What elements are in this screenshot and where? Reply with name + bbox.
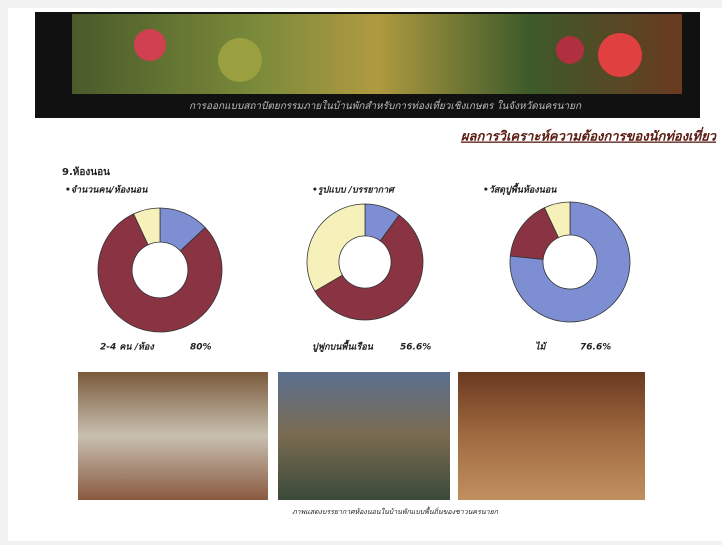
summary-value: 76.6% <box>580 343 611 353</box>
donut-slice <box>509 201 631 323</box>
summary-label: ไม้ <box>535 341 547 353</box>
donut-slice <box>97 213 223 333</box>
chart-title: •จำนวนคน/ห้องนอน <box>65 185 148 196</box>
chart-title: •รูปแบบ /บรรยากาศ <box>312 186 396 196</box>
fruit <box>218 38 262 82</box>
donut-slice <box>306 203 366 292</box>
summary-label: ปูฟูกบนพื้นเรือน <box>312 340 374 353</box>
chart-title: •วัสดุปูพื้นห้องนอน <box>483 183 557 196</box>
summary-value: 56.6% <box>400 343 431 353</box>
flower <box>598 33 642 77</box>
flower <box>556 36 584 64</box>
donut-slice <box>543 201 571 239</box>
donut-slice <box>133 207 161 246</box>
banner-photo <box>72 14 682 94</box>
donut-slice <box>314 214 424 321</box>
summary-label: 2-4 คน /ห้อง <box>100 342 155 353</box>
banner-text: การออกแบบสถาปัตยกรรมภายในบ้านพักสำหรับกา… <box>189 98 582 112</box>
heading: ผลการวิเคราะห์ความต้องการของนักท่องเที่ย… <box>461 127 718 145</box>
photo <box>458 372 645 500</box>
flower <box>134 29 166 61</box>
section-title: 9.ห้องนอน <box>62 166 110 178</box>
photo-caption: ภาพแสดงบรรยากาศห้องนอนในบ้านพักแบบพื้นถิ… <box>292 506 499 516</box>
photo <box>278 372 450 500</box>
summary-value: 80% <box>190 343 212 353</box>
photo <box>78 372 268 500</box>
